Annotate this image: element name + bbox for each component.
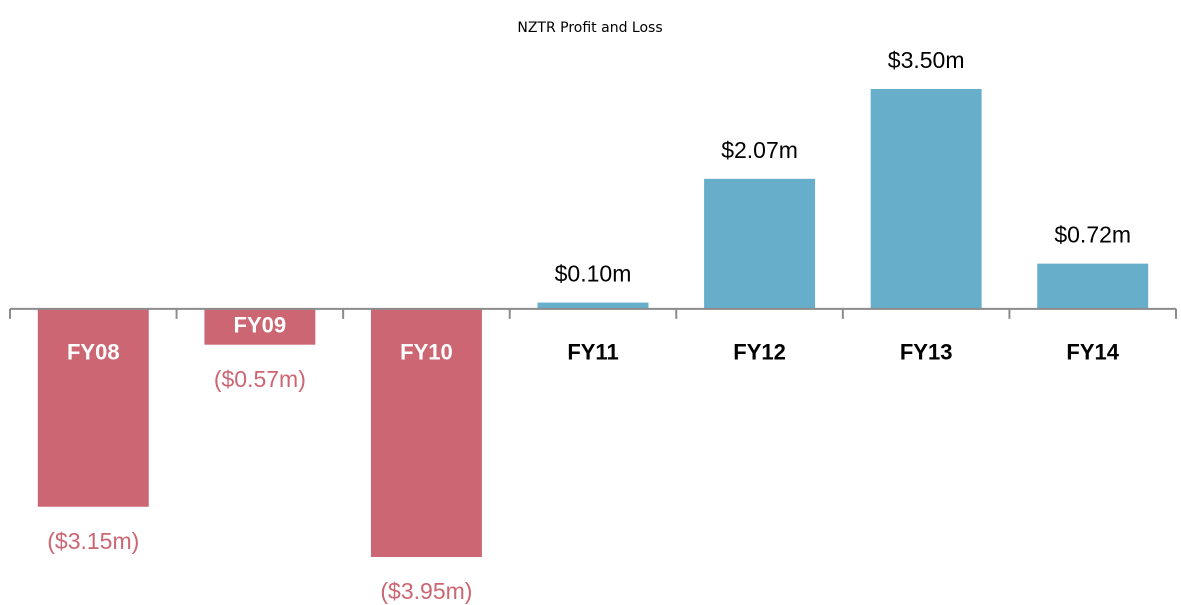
bar (537, 302, 649, 309)
bar (704, 178, 816, 309)
x-tick-label: FY10 (400, 340, 453, 365)
bar (1037, 263, 1149, 309)
value-label: $3.50m (888, 47, 965, 73)
value-label: ($3.15m) (47, 528, 139, 554)
bar (870, 89, 982, 309)
bar (204, 308, 316, 345)
x-tick-label: FY09 (234, 313, 287, 338)
value-label: ($0.57m) (214, 366, 306, 392)
value-label: $0.10m (555, 261, 632, 287)
bar (37, 308, 149, 507)
x-tick-label: FY13 (900, 340, 953, 365)
value-label: $2.07m (721, 137, 798, 163)
x-tick-label: FY12 (733, 340, 786, 365)
value-label: ($3.95m) (380, 578, 472, 604)
value-label: $0.72m (1054, 222, 1131, 248)
x-tick-label: FY08 (67, 340, 120, 365)
bar (370, 308, 482, 557)
chart-title: NZTR Profit and Loss (517, 20, 662, 36)
x-tick-label: FY14 (1066, 340, 1119, 365)
x-tick-label: FY11 (567, 340, 618, 365)
